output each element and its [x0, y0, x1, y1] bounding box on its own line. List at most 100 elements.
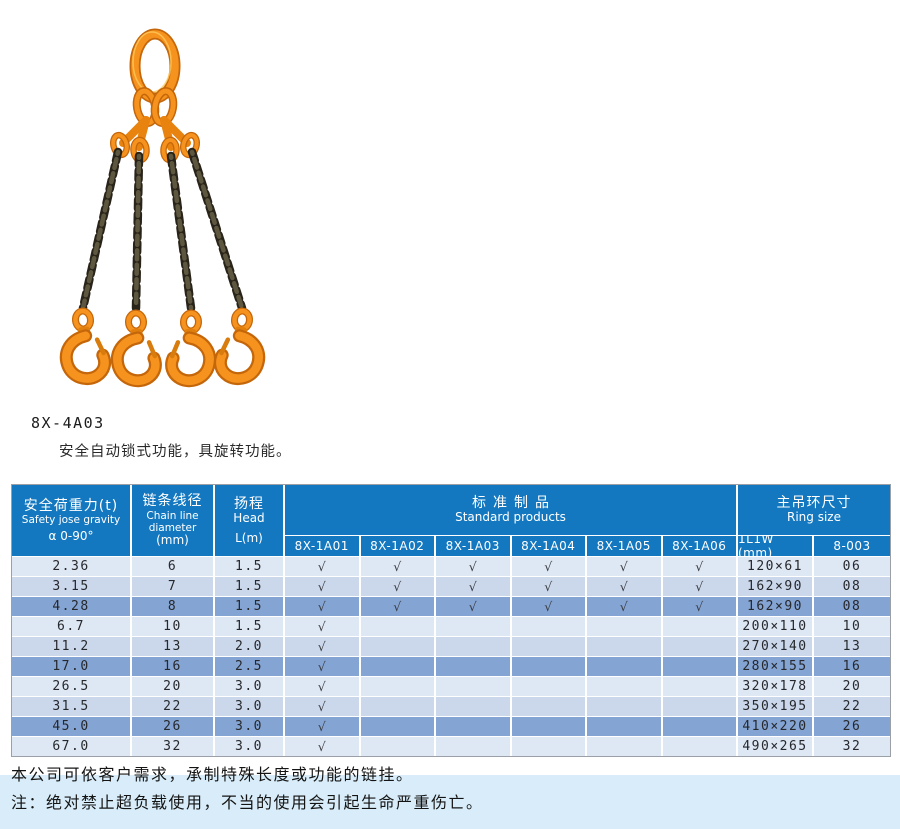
table-cell — [436, 717, 510, 736]
table-cell: 11.2 — [12, 637, 130, 656]
table-cell — [360, 657, 434, 676]
table-cell: √ — [285, 617, 359, 636]
table-cell: 270×140 — [738, 637, 812, 656]
table-cell: 3.15 — [12, 577, 130, 596]
table-cell — [587, 737, 661, 756]
header-head-unit: L(m) — [235, 530, 263, 545]
subheader-8x-1a06: 8X-1A06 — [662, 536, 736, 556]
table-cell — [587, 677, 661, 696]
table-cell: 16 — [814, 657, 890, 676]
table-cell: 26 — [814, 717, 890, 736]
subheader-ring-dim: 1L1W (mm) — [738, 536, 812, 556]
table-cell: 31.5 — [12, 697, 130, 716]
chain-legs — [78, 147, 247, 313]
table-cell: 20 — [814, 677, 890, 696]
subheader-8x-1a03: 8X-1A03 — [436, 536, 510, 556]
table-cell: 08 — [814, 597, 890, 616]
table-cell: 22 — [814, 697, 890, 716]
table-cell — [511, 677, 585, 696]
table-cell: 2.5 — [215, 657, 283, 676]
table-cell: √ — [662, 557, 736, 576]
table-cell: 32 — [132, 737, 213, 756]
subheader-8x-1a05: 8X-1A05 — [587, 536, 661, 556]
table-cell — [360, 637, 434, 656]
table-cell — [662, 697, 736, 716]
subheader-ring-code: 8-003 — [814, 536, 890, 556]
table-cell: 162×90 — [738, 597, 812, 616]
header-head-length: 扬程 Head L(m) — [215, 485, 283, 556]
table-cell — [511, 717, 585, 736]
header-chain-diameter-en2: diameter — [148, 521, 197, 534]
table-cell: 13 — [132, 637, 213, 656]
table-cell: 6 — [132, 557, 213, 576]
table-cell: √ — [587, 597, 661, 616]
table-cell: 08 — [814, 577, 890, 596]
table-cell: √ — [511, 577, 585, 596]
table-cell — [587, 657, 661, 676]
subheader-8x-1a04: 8X-1A04 — [511, 536, 585, 556]
table-cell: 32 — [814, 737, 890, 756]
table-cell: 2.0 — [215, 637, 283, 656]
table-cell: √ — [285, 737, 359, 756]
table-cell: 490×265 — [738, 737, 812, 756]
table-cell: √ — [285, 557, 359, 576]
table-cell — [587, 637, 661, 656]
table-cell: √ — [436, 577, 510, 596]
table-cell — [587, 717, 661, 736]
table-cell: 200×110 — [738, 617, 812, 636]
product-description: 安全自动锁式功能，具旋转功能。 — [59, 444, 292, 460]
header-chain-diameter-unit: (mm) — [156, 532, 189, 547]
table-cell — [662, 677, 736, 696]
table-cell: √ — [662, 597, 736, 616]
hook-3 — [171, 312, 212, 382]
hook-1 — [62, 309, 107, 380]
table-cell — [511, 657, 585, 676]
table-cell — [511, 617, 585, 636]
table-cell — [360, 717, 434, 736]
table-cell — [511, 737, 585, 756]
table-cell: 26 — [132, 717, 213, 736]
subheader-8x-1a02: 8X-1A02 — [360, 536, 434, 556]
footer-custom-note: 本公司可依客户需求，承制特殊长度或功能的链挂。 — [11, 765, 414, 784]
table-cell — [511, 697, 585, 716]
table-cell: √ — [285, 637, 359, 656]
table-cell: 3.0 — [215, 717, 283, 736]
table-cell — [662, 637, 736, 656]
header-chain-diameter-zh: 链条线径 — [142, 493, 203, 510]
table-cell — [662, 717, 736, 736]
table-cell — [436, 697, 510, 716]
header-angle-range: α 0-90° — [48, 528, 94, 543]
table-cell: 3.0 — [215, 697, 283, 716]
table-cell: √ — [360, 577, 434, 596]
header-standard-products: 标准制品 Standard products — [285, 485, 736, 535]
table-cell: √ — [436, 557, 510, 576]
table-cell: 45.0 — [12, 717, 130, 736]
table-cell: 3.0 — [215, 677, 283, 696]
table-cell: √ — [662, 577, 736, 596]
table-cell: √ — [285, 677, 359, 696]
header-standard-products-zh: 标准制品 — [472, 495, 556, 512]
header-chain-diameter-en1: Chain line — [146, 509, 199, 522]
header-chain-diameter: 链条线径 Chain line diameter (mm) — [132, 485, 213, 556]
table-cell: √ — [285, 717, 359, 736]
table-cell: 4.28 — [12, 597, 130, 616]
table-cell: 162×90 — [738, 577, 812, 596]
table-cell: 26.5 — [12, 677, 130, 696]
table-cell: 10 — [814, 617, 890, 636]
table-cell: 67.0 — [12, 737, 130, 756]
table-cell: √ — [436, 597, 510, 616]
table-cell — [587, 697, 661, 716]
table-cell: 10 — [132, 617, 213, 636]
table-cell: √ — [285, 697, 359, 716]
header-ring-size-zh: 主吊环尺寸 — [776, 495, 852, 512]
hook-4 — [219, 309, 264, 380]
footer-warning-note: 注：绝对禁止超负载使用，不当的使用会引起生命严重伤亡。 — [11, 793, 484, 812]
table-cell: 1.5 — [215, 597, 283, 616]
header-safety-load-zh: 安全荷重力(t) — [23, 497, 119, 514]
table-cell: 280×155 — [738, 657, 812, 676]
table-cell: 2.36 — [12, 557, 130, 576]
table-cell: 410×220 — [738, 717, 812, 736]
connector-fittings — [109, 116, 201, 164]
header-head-en: Head — [233, 510, 265, 525]
